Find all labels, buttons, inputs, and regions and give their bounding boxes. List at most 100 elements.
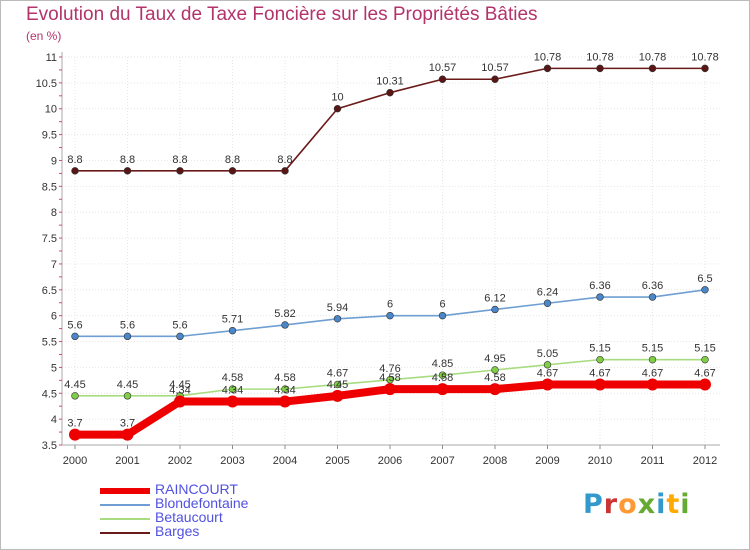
series-layer: [69, 64, 711, 441]
logo-letter: P: [583, 489, 604, 520]
logo-letter: i: [680, 489, 691, 520]
legend-swatch-betaucourt: [100, 518, 150, 520]
x-tick-label-9: 2009: [535, 455, 559, 467]
y-tick-label-13: 10: [45, 104, 57, 116]
data-label-barges-2003: 8.8: [225, 154, 240, 166]
point-raincourt-2003: [226, 395, 239, 408]
data-label-blondefontaine-2007: 6: [439, 299, 445, 311]
data-label-raincourt-2009: 4.67: [537, 367, 558, 379]
data-label-barges-2005: 10: [331, 92, 343, 104]
legend-label-barges: Barges: [155, 523, 200, 539]
point-blondefontaine-2011: [648, 293, 657, 301]
data-label-raincourt-2001: 3.7: [120, 418, 135, 430]
data-label-betaucourt-2001: 4.45: [117, 379, 138, 391]
point-barges-2005: [333, 105, 342, 113]
proxiti-logo: Proxiti: [583, 489, 691, 520]
data-label-raincourt-2002: 4.34: [169, 385, 190, 397]
point-raincourt-2002: [174, 395, 186, 408]
logo-letter: x: [637, 489, 657, 520]
x-tick-label-12: 2012: [693, 455, 717, 467]
y-tick-label-15: 11: [46, 52, 57, 64]
data-label-barges-2002: 8.8: [172, 154, 187, 166]
point-barges-2001: [123, 167, 132, 175]
y-tick-label-9: 8: [51, 207, 57, 219]
point-blondefontaine-2002: [176, 332, 184, 341]
x-tick-label-1: 2001: [115, 455, 139, 467]
data-label-betaucourt-2000: 4.45: [64, 379, 85, 391]
y-tick-label-6: 6.5: [42, 285, 57, 297]
data-label-raincourt-2005: 4.45: [327, 379, 348, 391]
point-raincourt-2011: [646, 378, 659, 391]
data-label-betaucourt-2012: 5.15: [694, 343, 715, 355]
x-tick-label-2: 2002: [168, 455, 192, 467]
point-betaucourt-2003: [228, 385, 237, 393]
point-blondefontaine-2009: [543, 299, 552, 307]
y-tick-label-7: 7: [51, 259, 57, 271]
point-betaucourt-2011: [648, 355, 657, 364]
point-raincourt-2010: [594, 378, 606, 391]
data-label-blondefontaine-2003: 5.71: [222, 314, 243, 326]
legend-item-raincourt: RAINCOURT: [100, 481, 340, 498]
labels-layer: 8.8 8.8 8.8 8.8 8.8 10 10.31 10.57 10.57 10.78 10.…: [64, 51, 718, 429]
data-label-betaucourt-2002: 4.45: [169, 379, 190, 391]
point-barges-2012: [701, 64, 709, 73]
logo-letter: t: [666, 489, 681, 520]
point-betaucourt-2000: [71, 392, 79, 400]
point-blondefontaine-2000: [71, 332, 79, 341]
data-label-raincourt-2007: 4.58: [432, 372, 453, 384]
point-betaucourt-2008: [491, 366, 499, 374]
data-label-betaucourt-2003: 4.58: [222, 372, 243, 384]
data-label-barges-2008: 10.57: [481, 62, 509, 74]
point-blondefontaine-2006: [386, 311, 394, 320]
point-barges-2007: [438, 75, 447, 83]
point-betaucourt-2010: [596, 355, 604, 364]
x-tick-label-7: 2007: [430, 455, 454, 467]
data-label-blondefontaine-2000: 5.6: [67, 319, 82, 331]
point-blondefontaine-2007: [438, 311, 447, 320]
legend-item-betaucourt: Betaucourt: [100, 509, 340, 526]
point-blondefontaine-2003: [228, 326, 237, 335]
y-tick-label-0: 3.5: [42, 440, 57, 452]
legend-label-blondefontaine: Blondefontaine: [155, 495, 249, 511]
point-blondefontaine-2005: [333, 315, 342, 323]
x-tick-label-10: 2010: [588, 455, 612, 467]
legend-swatch-raincourt: [100, 488, 150, 494]
data-label-blondefontaine-2005: 5.94: [327, 302, 348, 314]
y-tick-label-8: 7.5: [42, 233, 57, 245]
data-label-betaucourt-2010: 5.15: [589, 343, 610, 355]
point-blondefontaine-2010: [596, 293, 604, 301]
legend-label-raincourt: RAINCOURT: [155, 481, 238, 497]
legend-label-betaucourt: Betaucourt: [155, 509, 223, 525]
data-label-barges-2001: 8.8: [120, 154, 135, 166]
data-label-blondefontaine-2002: 5.6: [172, 319, 187, 331]
point-barges-2000: [71, 167, 79, 175]
point-betaucourt-2004: [281, 385, 289, 393]
data-label-raincourt-2010: 4.67: [589, 367, 610, 379]
point-barges-2002: [176, 167, 184, 175]
data-label-blondefontaine-2012: 6.5: [697, 273, 712, 285]
data-label-betaucourt-2009: 5.05: [537, 348, 558, 360]
data-label-blondefontaine-2010: 6.36: [589, 280, 610, 292]
x-tick-label-0: 2000: [63, 455, 87, 467]
data-label-barges-2009: 10.78: [534, 51, 562, 63]
data-label-blondefontaine-2011: 6.36: [642, 280, 663, 292]
axes: 3.5 4 4.5 5 5.5 6 6.5 7 7.5 8 8.5 9 9.5 10 10.5 11 2000 2…: [36, 52, 720, 467]
y-tick-label-5: 6: [51, 311, 57, 323]
data-label-barges-2011: 10.78: [639, 51, 667, 63]
legend-item-barges: Barges: [100, 523, 340, 540]
data-label-raincourt-2004: 4.34: [274, 385, 295, 397]
data-label-blondefontaine-2006: 6: [387, 299, 393, 311]
point-barges-2003: [228, 167, 237, 175]
y-tick-label-2: 4.5: [42, 388, 57, 400]
x-tick-label-3: 2003: [220, 455, 244, 467]
point-raincourt-2012: [699, 378, 711, 391]
data-label-raincourt-2011: 4.67: [642, 367, 663, 379]
data-label-betaucourt-2011: 5.15: [642, 343, 663, 355]
data-label-betaucourt-2005: 4.67: [327, 367, 348, 379]
data-label-betaucourt-2006: 4.76: [379, 363, 400, 375]
y-tick-label-11: 9: [51, 155, 57, 167]
point-betaucourt-2007: [438, 371, 447, 379]
data-label-barges-2010: 10.78: [586, 51, 614, 63]
